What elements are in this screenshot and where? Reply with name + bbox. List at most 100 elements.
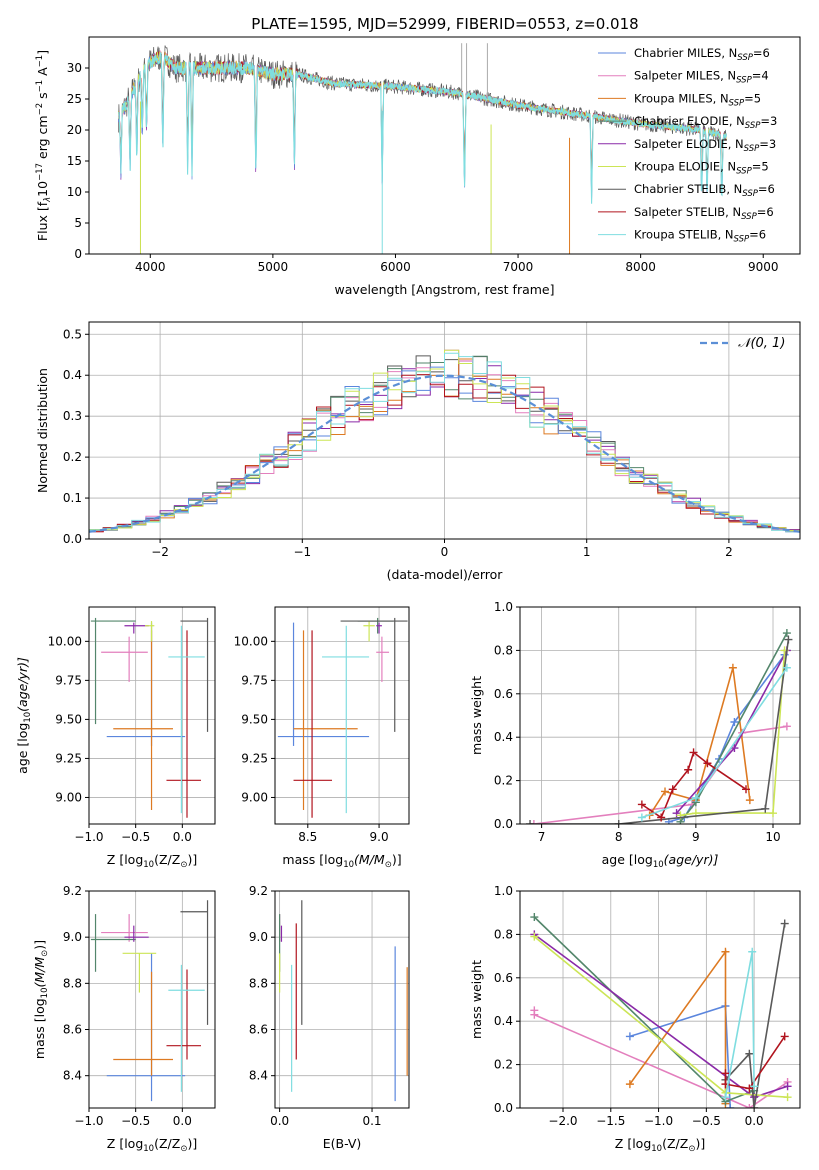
label-part: Chabrier MILES, N <box>634 46 737 60</box>
x-tick-label: −1.0 <box>74 830 103 844</box>
weight-marker-kroupa_elodie <box>783 1093 792 1102</box>
label-part: Z [log <box>615 1136 651 1151</box>
x-tick-label: 2 <box>725 545 733 559</box>
x-tick-label: 8000 <box>625 260 656 274</box>
label-part: =5 <box>744 91 761 105</box>
y-tick-label: 0.4 <box>63 368 82 382</box>
weight-marker-kroupa_miles <box>661 787 670 796</box>
label-part: SSP <box>741 212 757 222</box>
weight-marker-kroupa_stelib <box>637 813 646 822</box>
legend-entry: 𝒩(0, 1) <box>738 336 785 351</box>
weight-marker-salpeter_miles <box>529 820 538 824</box>
label-part: −1 <box>35 55 45 68</box>
weight-marker-salpeter_stelib <box>742 785 751 794</box>
label-part: Chabrier ELODIE, N <box>634 114 745 128</box>
y-tick-label: 8.4 <box>63 1069 82 1083</box>
weight-line-salpeter_elodie <box>533 933 788 1099</box>
y-tick-label: 10.00 <box>48 634 82 648</box>
label-part: Kroupa STELIB, N <box>634 228 734 242</box>
weight-marker-chabrier_miles <box>730 718 739 727</box>
y-tick-label: 0.4 <box>494 730 513 744</box>
residuals-axes: −2 −1 0 1 2 0.0 0.1 0.2 0.3 0.4 0.5 (data-model)/er… <box>35 321 801 582</box>
x-tick-label: 0.0 <box>745 1114 764 1128</box>
y-tick-label: 8.8 <box>249 976 268 990</box>
label-part: ⊙ <box>385 860 392 870</box>
y-tick-label: 0.8 <box>494 643 513 657</box>
y-tick-label: 0.2 <box>494 774 513 788</box>
label-part: (age/yr)] <box>15 657 30 712</box>
axes-frame <box>88 890 216 1109</box>
label-part: SSP <box>737 53 753 63</box>
legend-entry: Chabrier ELODIE, NSSP​=3 <box>634 114 777 131</box>
label-part: mass [log <box>32 998 47 1059</box>
label-part: =4 <box>752 69 769 83</box>
x-tick-label: 0 <box>441 545 449 559</box>
label-part: 10 <box>35 181 50 197</box>
label-part: 10 <box>651 1144 662 1154</box>
weight-marker-chabrier_stelib <box>526 820 535 824</box>
y-tick-label: 1.0 <box>494 600 513 614</box>
label-part: −1 <box>35 80 45 93</box>
y-tick-label: 9.75 <box>241 673 268 687</box>
label-part: age [log <box>602 852 653 867</box>
label-part: λ <box>43 197 53 203</box>
y-tick-label: 9.50 <box>55 712 82 726</box>
weight-marker-salpeter_stelib <box>689 748 698 757</box>
x-tick-label: 0.0 <box>173 1114 192 1128</box>
y-tick-label: 1.0 <box>494 884 513 898</box>
mass-vs-EBV-axes: 0.0 0.1 8.4 8.6 8.8 9.0 9.2 E(B-V) <box>249 884 410 1151</box>
age-vs-mass-axes-plot-area <box>275 607 409 824</box>
label-part: SSP <box>734 235 750 245</box>
label-part: erg cm <box>35 115 50 163</box>
y-tick-label: 0.5 <box>63 327 82 341</box>
x-axis-label: (data-model)/error <box>387 567 504 582</box>
axes-frame <box>274 606 410 825</box>
legend-entry: Chabrier MILES, NSSP​=6 <box>634 46 770 63</box>
weight-vs-age-axes-plot-area <box>520 607 800 824</box>
age-vs-mass-axes: 8.5 9.0 9.00 9.25 9.50 9.75 10.00 mass [log10​(… <box>234 606 410 870</box>
label-part: =3 <box>759 137 776 151</box>
weight-marker-kroupa_stelib <box>782 663 791 672</box>
weight-marker-chabrier_elodie <box>530 913 539 922</box>
y-tick-label: 0.6 <box>494 971 513 985</box>
x-tick-label: 5000 <box>258 260 289 274</box>
y-tick-label: 9.75 <box>55 673 82 687</box>
y-tick-label: 20 <box>67 123 82 137</box>
y-tick-label: 5 <box>74 216 82 230</box>
legend-entry: Kroupa ELODIE, NSSP​=5 <box>634 160 769 177</box>
gaussian-curve <box>89 374 800 533</box>
label-part: )] <box>187 852 197 867</box>
label-part: 10 <box>23 712 33 723</box>
x-tick-label: 0.0 <box>173 830 192 844</box>
spectrum-axes: 4000 5000 6000 7000 8000 9000 0 5 10 15 20 25 30 wave… <box>35 36 801 297</box>
axes-frame <box>519 606 801 825</box>
label-part: =6 <box>758 182 775 196</box>
y-tick-label: 9.00 <box>241 790 268 804</box>
x-tick-label: −1.5 <box>596 1114 625 1128</box>
weight-marker-salpeter_miles <box>530 1010 539 1019</box>
y-tick-label: 10.00 <box>234 634 268 648</box>
y-axis-label: age [log10​(age/yr)] <box>15 657 33 774</box>
weight-line-chabrier_stelib <box>724 923 786 1108</box>
label-part: ⊙ <box>180 860 187 870</box>
x-tick-label: −0.5 <box>121 1114 150 1128</box>
y-tick-label: 9.00 <box>55 790 82 804</box>
weight-marker-chabrier_miles <box>625 1032 634 1041</box>
label-part: A <box>35 67 50 80</box>
weight-marker-chabrier_miles <box>726 1104 735 1108</box>
weight-marker-kroupa_stelib <box>750 1082 759 1091</box>
label-part: SSP <box>745 121 761 131</box>
y-tick-label: 25 <box>67 92 82 106</box>
histogram-kroupa_stelib <box>89 352 800 534</box>
weight-line-salpeter_stelib <box>724 1035 786 1090</box>
y-axis-label: mass [log10​(M/M⊙​)] <box>32 940 50 1059</box>
label-part: mass [log <box>282 852 343 867</box>
label-part: SSP <box>729 98 745 108</box>
y-tick-label: 8.8 <box>63 976 82 990</box>
weight-marker-chabrier_stelib <box>750 1104 759 1108</box>
x-tick-label: 0.1 <box>362 1114 381 1128</box>
weight-marker-kroupa_miles <box>721 947 730 956</box>
weight-marker-salpeter_stelib <box>721 1069 730 1078</box>
label-part: Salpeter MILES, N <box>634 69 736 83</box>
